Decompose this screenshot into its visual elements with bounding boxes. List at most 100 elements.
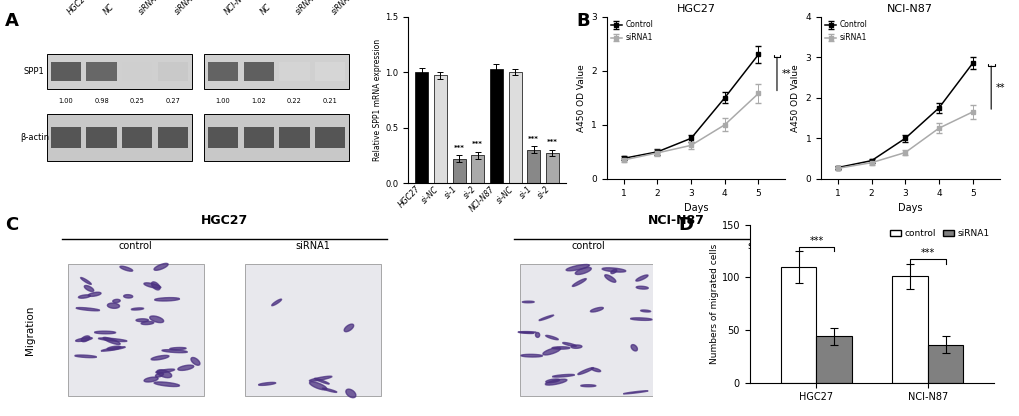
Polygon shape	[154, 382, 179, 386]
Bar	[244, 127, 274, 148]
Polygon shape	[123, 295, 132, 298]
Text: 1.00: 1.00	[215, 98, 230, 104]
Polygon shape	[95, 331, 115, 334]
Polygon shape	[156, 369, 174, 373]
Text: NCI-N87: NCI-N87	[647, 214, 704, 227]
Y-axis label: A450 OD Value: A450 OD Value	[791, 64, 799, 131]
Polygon shape	[580, 385, 595, 387]
Polygon shape	[742, 365, 753, 369]
Text: control: control	[119, 240, 153, 250]
Text: siRNA2: siRNA2	[173, 0, 199, 17]
Polygon shape	[562, 342, 576, 346]
Polygon shape	[635, 275, 647, 281]
Polygon shape	[571, 345, 582, 348]
X-axis label: Days: Days	[683, 203, 708, 213]
Title: NCI-N87: NCI-N87	[887, 5, 932, 15]
Polygon shape	[98, 338, 127, 342]
Polygon shape	[144, 283, 161, 288]
Polygon shape	[151, 282, 160, 290]
Polygon shape	[136, 319, 149, 322]
Polygon shape	[78, 295, 91, 298]
Bar	[696, 265, 833, 396]
Text: **: **	[996, 83, 1005, 93]
Polygon shape	[551, 347, 570, 349]
Polygon shape	[157, 370, 171, 378]
Polygon shape	[309, 382, 326, 390]
Bar	[47, 54, 192, 89]
Polygon shape	[590, 307, 602, 312]
Bar	[158, 62, 189, 81]
Title: HGC27: HGC27	[676, 5, 715, 15]
Polygon shape	[575, 267, 591, 275]
Polygon shape	[601, 268, 626, 272]
Bar	[279, 62, 310, 81]
Bar	[489, 69, 502, 183]
Polygon shape	[566, 265, 589, 271]
Polygon shape	[343, 324, 354, 332]
Bar	[244, 62, 274, 81]
Text: NCI-N87: NCI-N87	[223, 0, 252, 17]
Text: 0.27: 0.27	[165, 98, 180, 104]
Y-axis label: Numbers of migrated cells: Numbers of migrated cells	[709, 243, 718, 364]
Bar	[815, 337, 851, 383]
Polygon shape	[610, 269, 616, 274]
Polygon shape	[151, 355, 169, 360]
Bar	[527, 150, 540, 183]
Text: Migration: Migration	[24, 306, 35, 355]
Polygon shape	[572, 279, 586, 287]
Text: 1.02: 1.02	[251, 98, 266, 104]
Text: HGC27: HGC27	[201, 214, 248, 227]
Text: siRNA1: siRNA1	[294, 0, 320, 17]
Bar	[508, 72, 521, 183]
Text: siRNA1: siRNA1	[138, 0, 163, 17]
Polygon shape	[640, 310, 650, 312]
Bar	[315, 62, 344, 81]
Polygon shape	[703, 349, 723, 351]
Text: control: control	[571, 240, 604, 250]
Bar	[47, 114, 192, 161]
Polygon shape	[75, 337, 92, 342]
Polygon shape	[155, 373, 163, 377]
Text: siRNA1: siRNA1	[747, 240, 782, 250]
Polygon shape	[788, 320, 801, 325]
Bar	[51, 127, 82, 148]
Text: 0.25: 0.25	[129, 98, 145, 104]
Polygon shape	[309, 376, 331, 381]
Polygon shape	[131, 308, 144, 310]
Polygon shape	[578, 368, 593, 374]
Polygon shape	[120, 266, 132, 271]
Bar	[520, 265, 655, 396]
Text: ***: ***	[920, 248, 934, 258]
Polygon shape	[521, 354, 542, 357]
Polygon shape	[538, 315, 553, 321]
Bar	[315, 127, 344, 148]
Polygon shape	[113, 300, 120, 302]
Bar	[545, 153, 558, 183]
Text: siRNA2: siRNA2	[330, 0, 356, 17]
Polygon shape	[725, 285, 731, 293]
Bar	[204, 54, 348, 89]
Polygon shape	[76, 307, 100, 311]
Legend: control, siRNA1: control, siRNA1	[890, 229, 989, 238]
Text: 1.00: 1.00	[58, 98, 73, 104]
Y-axis label: A450 OD Value: A450 OD Value	[577, 64, 585, 131]
Polygon shape	[103, 337, 120, 344]
Polygon shape	[81, 277, 91, 285]
Polygon shape	[107, 346, 120, 350]
Bar	[87, 127, 117, 148]
Polygon shape	[545, 335, 557, 340]
Bar	[51, 62, 82, 81]
Text: siRNA1: siRNA1	[296, 240, 330, 250]
Polygon shape	[144, 377, 158, 382]
Polygon shape	[177, 365, 194, 370]
Polygon shape	[604, 275, 615, 282]
Text: C: C	[5, 216, 18, 234]
Bar	[87, 62, 117, 81]
Text: D: D	[678, 216, 693, 234]
Text: A: A	[5, 12, 19, 30]
Polygon shape	[150, 316, 163, 323]
Legend: Control, siRNA1: Control, siRNA1	[610, 20, 652, 42]
Polygon shape	[271, 299, 281, 306]
Bar	[415, 72, 428, 183]
Text: 0.98: 0.98	[94, 98, 109, 104]
